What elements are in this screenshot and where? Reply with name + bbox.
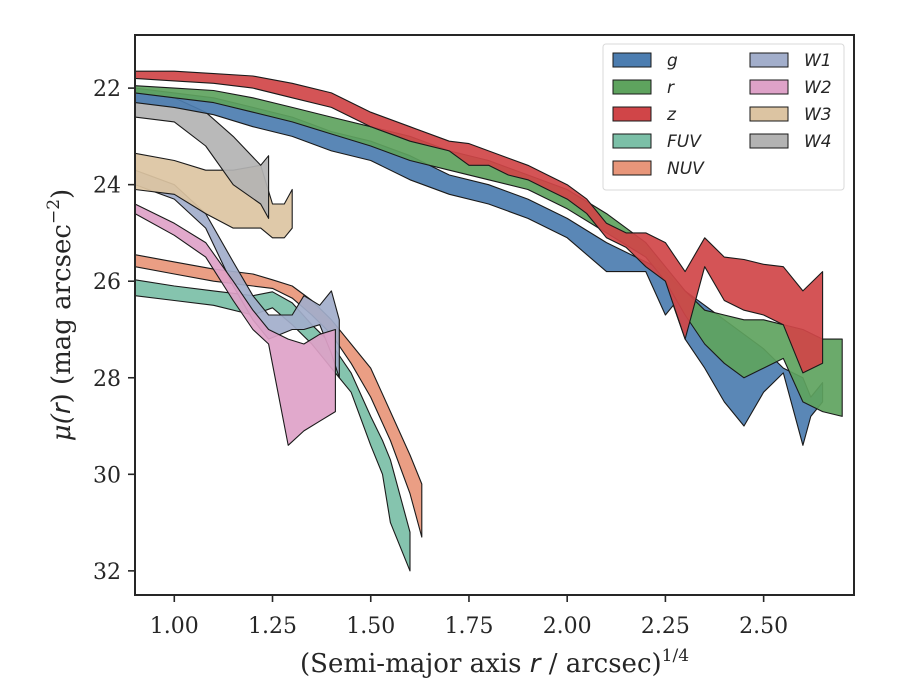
legend-label: z [666, 105, 677, 125]
x-tick-label: 2.25 [641, 614, 690, 639]
legend-item-g: g [612, 51, 678, 71]
legend-label: r [667, 78, 675, 98]
legend-swatch [749, 133, 789, 149]
profile-bands [135, 70, 843, 572]
legend-item-fuv: FUV [612, 132, 702, 152]
legend-item-nuv: NUV [612, 159, 705, 179]
legend-label: W3 [804, 105, 832, 125]
band-z [135, 70, 824, 374]
plot-frame [134, 34, 855, 596]
legend-swatch [749, 52, 789, 68]
y-tick-label: 32 [93, 560, 121, 585]
legend-item-w2: W2 [749, 78, 832, 98]
y-axis-label: μ(r) (mag arcsec−2) [44, 189, 77, 441]
band-w2 [135, 203, 336, 446]
legend-swatch [612, 106, 652, 122]
x-axis-ticks: 1.00 1.25 1.50 1.75 2.00 2.25 2.50 [150, 595, 788, 639]
x-tick-label: 2.00 [543, 614, 592, 639]
y-tick-label: 26 [93, 270, 121, 295]
legend-swatch [612, 79, 652, 95]
legend-label: W2 [804, 78, 832, 98]
legend-swatch [749, 79, 789, 95]
legend: grz FUV NUV W1 W2 W3 W4 [602, 43, 845, 191]
legend-item-w4: W4 [749, 132, 832, 152]
x-tick-label: 1.00 [150, 614, 199, 639]
y-tick-label: 30 [93, 463, 121, 488]
legend-item-z: z [612, 105, 677, 125]
y-tick-label: 22 [93, 77, 121, 102]
band-w1 [135, 169, 340, 379]
legend-swatch [612, 52, 652, 68]
legend-label: FUV [667, 132, 702, 152]
legend-swatch [749, 106, 789, 122]
x-tick-label: 1.75 [444, 614, 493, 639]
x-tick-label: 2.50 [739, 614, 788, 639]
x-axis-label: (Semi-major axis r / arcsec)1/4 [300, 646, 689, 679]
legend-label: NUV [667, 159, 705, 179]
legend-label: g [667, 51, 678, 71]
legend-label: W4 [804, 132, 832, 152]
legend-label: W1 [804, 51, 832, 71]
legend-item-w3: W3 [749, 105, 832, 125]
legend-item-r: r [612, 78, 675, 98]
legend-item-w1: W1 [749, 51, 832, 71]
x-tick-label: 1.50 [346, 614, 395, 639]
legend-swatch [612, 160, 652, 176]
y-axis-ticks: 22 24 26 28 30 32 [93, 77, 135, 585]
y-tick-label: 24 [93, 174, 121, 199]
band-nuv [135, 254, 423, 538]
legend-swatch [612, 133, 652, 149]
x-tick-label: 1.25 [248, 614, 297, 639]
y-tick-label: 28 [93, 367, 121, 392]
